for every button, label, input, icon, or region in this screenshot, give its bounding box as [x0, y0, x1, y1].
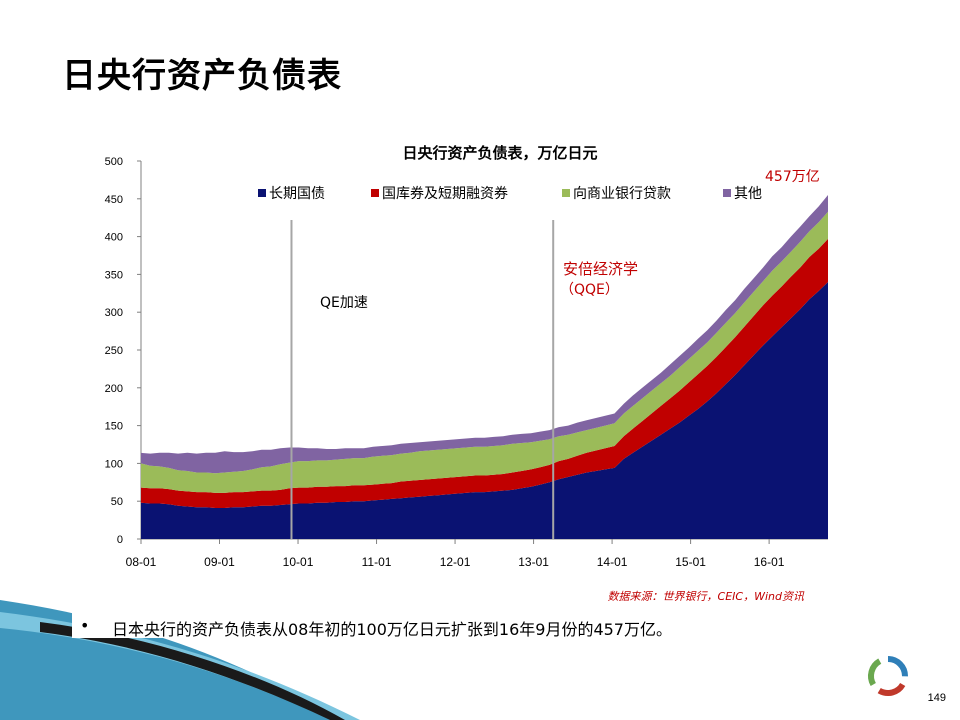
- legend-label-1: 国库券及短期融资券: [382, 186, 508, 202]
- source-note: 数据来源：世界银行，CEIC，Wind资讯: [608, 590, 805, 603]
- x-tick-label: 12-01: [440, 555, 471, 569]
- bullet-text: 日本央行的资产负债表从08年初的100万亿日元扩张到16年9月份的457万亿。: [112, 620, 672, 639]
- bullet-dot: •: [80, 616, 90, 635]
- legend-label-0: 长期国债: [269, 186, 325, 202]
- page-number: 149: [927, 692, 946, 704]
- area-series-0: [141, 282, 828, 539]
- y-tick-label: 350: [105, 269, 123, 281]
- abe-annotation: 安倍经济学: [563, 260, 638, 278]
- y-tick-label: 450: [105, 194, 123, 206]
- y-tick-label: 500: [105, 156, 123, 168]
- legend-swatch-1: [371, 189, 379, 197]
- y-ticks: 0 50 100 150 200 250 300 350 400 450 500: [105, 156, 141, 546]
- slide-title: 日央行资产负债表: [62, 56, 342, 96]
- x-ticks: 08-01 09-01 10-01 11-01 12-01 13-01 14-01 15-01…: [126, 539, 785, 569]
- logo-icon: [868, 656, 908, 696]
- x-tick-label: 09-01: [204, 555, 235, 569]
- y-tick-label: 0: [117, 534, 123, 546]
- total-annotation: 457万亿: [765, 169, 820, 185]
- qe-annotation: QE加速: [320, 295, 368, 311]
- qqe-annotation: （QQE）: [560, 282, 619, 298]
- y-tick-label: 250: [105, 345, 123, 357]
- legend-label-3: 其他: [734, 186, 762, 202]
- chart-legend: 长期国债 国库券及短期融资券 向商业银行贷款 其他: [258, 186, 762, 202]
- x-tick-label: 14-01: [597, 555, 628, 569]
- vertical-markers: [290, 220, 555, 539]
- y-tick-label: 300: [105, 307, 123, 319]
- legend-swatch-2: [562, 189, 570, 197]
- legend-swatch-0: [258, 189, 266, 197]
- x-tick-label: 15-01: [675, 555, 706, 569]
- x-tick-label: 13-01: [518, 555, 549, 569]
- area-series-group: [141, 195, 828, 539]
- y-tick-label: 150: [105, 421, 123, 433]
- y-tick-label: 50: [111, 496, 123, 508]
- decorative-wave: [0, 600, 732, 720]
- y-tick-label: 100: [105, 458, 123, 470]
- x-tick-label: 08-01: [126, 555, 157, 569]
- legend-swatch-3: [723, 189, 731, 197]
- x-tick-label: 10-01: [283, 555, 314, 569]
- x-tick-label: 11-01: [362, 555, 392, 569]
- x-tick-label: 16-01: [754, 555, 785, 569]
- y-tick-label: 400: [105, 232, 123, 244]
- chart-title: 日央行资产负债表，万亿日元: [402, 144, 597, 162]
- y-tick-label: 200: [105, 383, 123, 395]
- legend-label-2: 向商业银行贷款: [573, 186, 671, 202]
